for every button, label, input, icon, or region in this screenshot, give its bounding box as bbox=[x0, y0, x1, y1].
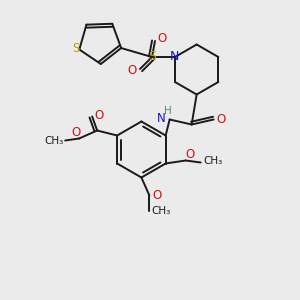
Text: N: N bbox=[157, 112, 166, 125]
Text: CH₃: CH₃ bbox=[203, 157, 222, 166]
Text: O: O bbox=[153, 189, 162, 202]
Text: S: S bbox=[148, 50, 156, 64]
Text: O: O bbox=[185, 148, 194, 161]
Text: O: O bbox=[128, 64, 136, 76]
Text: H: H bbox=[164, 106, 172, 116]
Text: O: O bbox=[158, 32, 166, 46]
Text: CH₃: CH₃ bbox=[44, 136, 64, 146]
Text: O: O bbox=[216, 113, 225, 126]
Text: O: O bbox=[94, 109, 104, 122]
Text: CH₃: CH₃ bbox=[152, 206, 171, 217]
Text: S: S bbox=[73, 42, 80, 55]
Text: O: O bbox=[71, 126, 81, 139]
Text: N: N bbox=[169, 50, 179, 62]
